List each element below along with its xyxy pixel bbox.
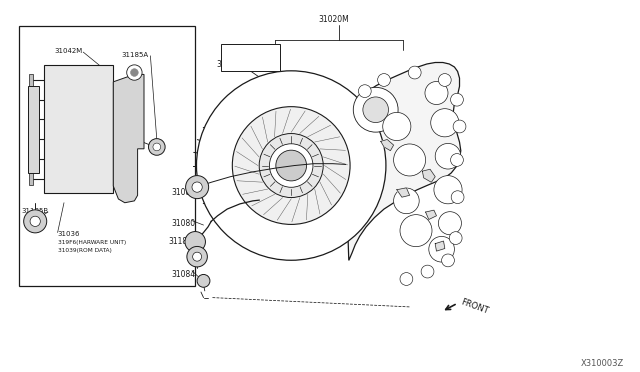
Circle shape [131, 69, 138, 76]
Text: 31100B: 31100B [216, 60, 246, 68]
Circle shape [269, 144, 313, 187]
Text: 31080: 31080 [172, 219, 196, 228]
Circle shape [453, 120, 466, 133]
Text: 31036: 31036 [58, 231, 80, 237]
Bar [29, 93, 33, 106]
Circle shape [259, 134, 323, 198]
Bar [44, 65, 113, 193]
Bar [29, 153, 33, 165]
Circle shape [148, 139, 165, 155]
Bar [29, 172, 33, 185]
Text: 31185A: 31185A [122, 52, 148, 58]
Bar [29, 74, 33, 86]
Circle shape [196, 71, 386, 260]
Circle shape [363, 97, 388, 122]
Text: 31042M: 31042M [54, 48, 83, 54]
Circle shape [425, 81, 448, 105]
Circle shape [435, 144, 461, 169]
Circle shape [232, 107, 350, 224]
Circle shape [24, 210, 47, 233]
Circle shape [192, 182, 202, 192]
Polygon shape [381, 140, 394, 151]
Circle shape [153, 143, 161, 151]
Text: 31039(ROM DATA): 31039(ROM DATA) [58, 248, 111, 253]
Circle shape [451, 191, 464, 203]
Bar [29, 113, 33, 126]
Circle shape [429, 237, 454, 262]
Circle shape [187, 246, 207, 267]
Circle shape [394, 188, 419, 214]
Text: FRONT: FRONT [460, 298, 490, 316]
Circle shape [451, 93, 463, 106]
Text: SEC.311: SEC.311 [224, 47, 253, 53]
Circle shape [383, 112, 411, 141]
Circle shape [30, 216, 40, 227]
Text: 31185B: 31185B [21, 208, 48, 214]
Circle shape [127, 65, 142, 80]
Circle shape [394, 144, 426, 176]
Circle shape [185, 231, 205, 252]
Circle shape [276, 150, 307, 181]
Circle shape [442, 254, 454, 267]
Circle shape [353, 87, 398, 132]
Polygon shape [397, 188, 410, 197]
Circle shape [438, 74, 451, 86]
Polygon shape [426, 210, 436, 219]
Bar [19, 26, 195, 286]
Circle shape [431, 109, 459, 137]
Text: (31100): (31100) [224, 57, 252, 63]
Bar [29, 133, 33, 145]
Circle shape [400, 273, 413, 285]
Text: 31020M: 31020M [319, 15, 349, 24]
Circle shape [449, 232, 462, 244]
Circle shape [434, 176, 462, 204]
Text: 31084: 31084 [172, 270, 196, 279]
Polygon shape [346, 62, 461, 260]
Bar [28, 86, 39, 173]
Circle shape [186, 176, 209, 199]
Text: 31183A: 31183A [168, 237, 198, 246]
Circle shape [421, 265, 434, 278]
Circle shape [408, 66, 421, 79]
Polygon shape [422, 169, 435, 182]
Circle shape [438, 212, 461, 235]
Bar [221, 44, 280, 71]
Circle shape [197, 275, 210, 287]
Circle shape [193, 252, 202, 261]
Circle shape [400, 215, 432, 247]
Circle shape [358, 85, 371, 97]
Text: 31086: 31086 [172, 188, 196, 197]
Text: 319F6(HARWARE UNIT): 319F6(HARWARE UNIT) [58, 240, 126, 245]
Text: X310003Z: X310003Z [580, 359, 624, 368]
Circle shape [451, 154, 463, 166]
Polygon shape [435, 241, 445, 251]
Polygon shape [113, 74, 144, 203]
Circle shape [378, 74, 390, 86]
